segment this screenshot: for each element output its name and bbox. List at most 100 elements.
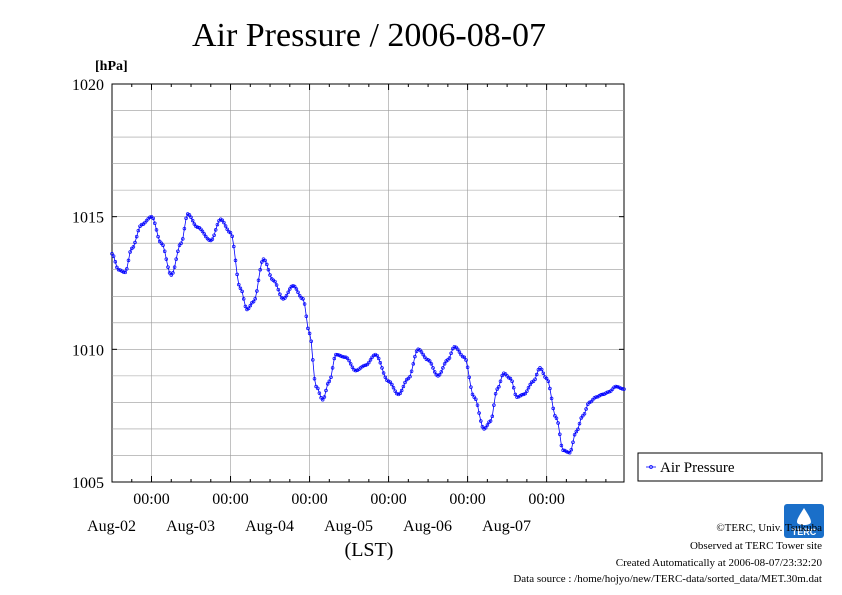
data-point — [316, 386, 320, 391]
data-point — [464, 358, 468, 362]
data-point — [151, 216, 155, 221]
data-point — [469, 385, 473, 389]
data-point — [612, 385, 616, 390]
data-point — [554, 416, 559, 421]
data-point — [139, 222, 144, 227]
data-point — [551, 406, 555, 411]
data-point — [368, 358, 373, 362]
data-point — [342, 355, 346, 359]
data-point — [594, 395, 598, 399]
data-point — [508, 376, 513, 381]
data-point — [549, 396, 554, 401]
grid-lines — [112, 84, 624, 482]
data-point — [511, 386, 516, 390]
data-point — [126, 258, 131, 263]
data-point — [121, 270, 126, 274]
x-tick-time-label: 00:00 — [370, 491, 406, 508]
data-point — [534, 372, 539, 377]
data-point — [584, 407, 588, 411]
data-point — [516, 394, 521, 399]
data-point — [339, 354, 343, 358]
terc-logo-text: TERC — [792, 527, 817, 537]
x-tick-time-label: 00:00 — [133, 491, 169, 508]
data-point — [213, 228, 218, 232]
y-tick-label: 1015 — [72, 210, 104, 227]
footer-created: Created Automatically at 2006-08-07/23:3… — [616, 557, 823, 569]
data-point — [176, 249, 180, 253]
data-point — [255, 289, 259, 293]
data-point — [274, 283, 279, 287]
data-point — [411, 362, 416, 366]
legend-label: Air Pressure — [660, 460, 735, 476]
data-point — [605, 390, 610, 394]
x-tick-time-label: 00:00 — [528, 491, 564, 508]
data-point — [599, 393, 603, 397]
data-point — [311, 358, 315, 362]
footer-copyright: ©TERC, Univ. Tsukuba — [716, 522, 822, 534]
data-point — [465, 365, 470, 369]
data-point — [195, 225, 200, 230]
data-point — [381, 371, 386, 375]
data-point — [395, 391, 399, 396]
data-point — [266, 267, 271, 272]
data-point — [569, 447, 574, 452]
data-point — [462, 355, 467, 360]
data-point — [559, 443, 564, 448]
data-point — [306, 326, 310, 331]
y-tick-label: 1020 — [72, 77, 104, 94]
data-point — [574, 429, 579, 434]
data-point — [111, 254, 116, 258]
x-tick-time-label: 00:00 — [449, 491, 485, 508]
data-point — [329, 375, 333, 380]
data-point — [437, 373, 442, 377]
y-axis-ticks: 1005 1010 1015 1020 — [72, 77, 624, 492]
data-point — [455, 347, 460, 352]
data-point — [483, 426, 488, 430]
x-tick-time-label: 00:00 — [291, 491, 327, 508]
data-point — [307, 331, 312, 336]
legend-point-marker — [649, 465, 653, 469]
data-point — [334, 352, 338, 357]
data-point — [388, 380, 392, 384]
data-point — [167, 271, 172, 275]
data-point — [131, 245, 136, 249]
x-tick-date-label: Aug-07 — [482, 518, 531, 535]
data-point — [215, 222, 220, 227]
data-point — [210, 237, 215, 241]
data-point — [220, 218, 225, 222]
data-point — [614, 384, 618, 389]
data-point — [572, 432, 577, 437]
data-point — [314, 384, 318, 389]
data-point — [449, 351, 453, 356]
data-point — [185, 212, 190, 216]
data-point — [495, 387, 499, 391]
y-axis-unit: [hPa] — [95, 59, 128, 74]
data-point — [235, 272, 239, 277]
chart-title: Air Pressure / 2006-08-07 — [192, 17, 546, 54]
data-point — [497, 385, 501, 389]
x-tick-date-label: Aug-04 — [245, 518, 294, 535]
data-point — [133, 240, 137, 245]
data-point — [299, 296, 304, 300]
data-point — [515, 395, 519, 399]
data-point — [134, 234, 139, 239]
data-point — [577, 421, 582, 426]
data-point — [246, 306, 251, 311]
data-point — [544, 376, 549, 381]
data-point — [237, 282, 241, 287]
data-point — [181, 237, 185, 241]
legend: Air Pressure — [637, 452, 823, 482]
data-point — [367, 360, 371, 365]
legend-box — [637, 452, 823, 482]
data-point — [362, 363, 366, 368]
data-point — [548, 386, 552, 391]
data-point — [446, 358, 450, 362]
data-point — [576, 427, 580, 432]
data-point — [320, 397, 325, 402]
data-point — [622, 387, 626, 391]
data-point — [240, 289, 244, 294]
data-point — [567, 451, 572, 455]
data-point — [401, 384, 406, 389]
data-point — [383, 375, 388, 380]
